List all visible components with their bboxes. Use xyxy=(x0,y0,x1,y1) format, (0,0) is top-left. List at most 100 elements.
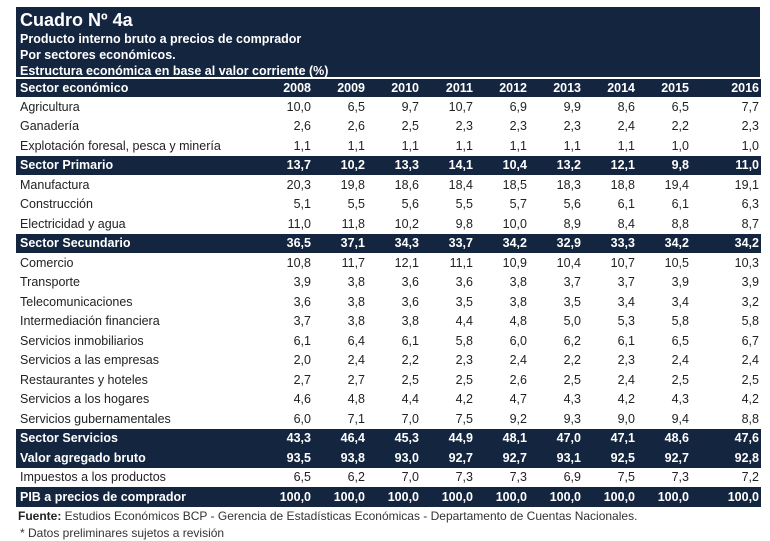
row-label: PIB a precios de comprador xyxy=(16,487,259,507)
table-row: Electricidad y agua 11,0 11,8 10,2 9,8 10,0 8,… xyxy=(16,214,761,234)
cell-value: 18,8 xyxy=(610,177,635,192)
cell-value: 2,4 xyxy=(671,353,689,368)
cell-value: 7,3 xyxy=(455,470,473,485)
cell-value: 1,1 xyxy=(509,138,527,153)
column-header-year: 2010 xyxy=(367,79,421,97)
cell-value: 37,1 xyxy=(313,233,367,253)
row-label: Servicios a las empresas xyxy=(20,353,159,368)
cell-value: 6,1 xyxy=(617,197,635,212)
cell-value: 2,7 xyxy=(347,372,365,387)
cell-value: 34,3 xyxy=(367,233,421,253)
cell-value: 1,1 xyxy=(617,138,635,153)
cell-value: 2,5 xyxy=(563,372,581,387)
cell-value: 6,4 xyxy=(347,333,365,348)
cell-value: 3,7 xyxy=(293,314,311,329)
cell-value: 7,0 xyxy=(401,470,419,485)
cell-value: 8,8 xyxy=(741,411,759,426)
cell-value: 2,6 xyxy=(293,119,311,134)
cell-value: 18,4 xyxy=(448,177,473,192)
cell-value: 8,8 xyxy=(671,216,689,231)
cell-value: 3,8 xyxy=(347,294,365,309)
cell-value: 2,4 xyxy=(617,372,635,387)
cell-value: 4,6 xyxy=(293,392,311,407)
column-header-sector: Sector económico xyxy=(16,79,259,97)
row-label: Comercio xyxy=(20,255,74,270)
column-header-year: 2014 xyxy=(583,79,637,97)
cell-value: 6,1 xyxy=(401,333,419,348)
cell-value: 10,8 xyxy=(286,255,311,270)
cell-value: 3,9 xyxy=(293,275,311,290)
table-row: Telecomunicaciones 3,6 3,8 3,6 3,5 3,8 3,5 3,4 3… xyxy=(16,292,761,312)
row-label: Sector Servicios xyxy=(16,428,259,448)
cell-value: 100,0 xyxy=(313,487,367,507)
cell-value: 10,9 xyxy=(502,255,527,270)
cell-value: 100,0 xyxy=(367,487,421,507)
cell-value: 18,6 xyxy=(394,177,419,192)
column-header-year: 2011 xyxy=(421,79,475,97)
cell-value: 5,8 xyxy=(741,314,759,329)
footnote: * Datos preliminares sujetos a revisión xyxy=(20,526,225,540)
cell-value: 7,2 xyxy=(741,470,759,485)
cell-value: 3,5 xyxy=(563,294,581,309)
table-title: Cuadro Nº 4a xyxy=(20,10,133,30)
cell-value: 5,5 xyxy=(455,197,473,212)
cell-value: 2,4 xyxy=(741,353,759,368)
cell-value: 3,5 xyxy=(455,294,473,309)
cell-value: 6,2 xyxy=(347,470,365,485)
source-label: Fuente: xyxy=(18,509,62,523)
cell-value: 46,4 xyxy=(313,428,367,448)
source-text: Estudios Económicos BCP - Gerencia de Es… xyxy=(61,509,638,523)
cell-value: 13,7 xyxy=(259,155,313,175)
row-label: Electricidad y agua xyxy=(20,216,126,231)
cell-value: 8,6 xyxy=(617,99,635,114)
cell-value: 47,6 xyxy=(691,428,761,448)
cell-value: 19,8 xyxy=(340,177,365,192)
cell-value: 2,3 xyxy=(509,119,527,134)
row-label: Construcción xyxy=(20,197,93,212)
cell-value: 92,7 xyxy=(421,448,475,468)
cell-value: 47,1 xyxy=(583,428,637,448)
cell-value: 92,7 xyxy=(637,448,691,468)
cell-value: 93,8 xyxy=(313,448,367,468)
cell-value: 9,8 xyxy=(455,216,473,231)
cell-value: 6,0 xyxy=(293,411,311,426)
cell-value: 10,4 xyxy=(475,155,529,175)
cell-value: 9,7 xyxy=(401,99,419,114)
cell-value: 10,4 xyxy=(556,255,581,270)
row-label: Intermediación financiera xyxy=(20,314,160,329)
cell-value: 2,2 xyxy=(401,353,419,368)
cell-value: 2,4 xyxy=(617,119,635,134)
table-row: Intermediación financiera 3,7 3,8 3,8 4,4 4,8… xyxy=(16,312,761,332)
cell-value: 100,0 xyxy=(691,487,761,507)
cell-value: 100,0 xyxy=(637,487,691,507)
total-row: PIB a precios de comprador 100,0 100,0 100,… xyxy=(16,487,761,507)
cell-value: 6,1 xyxy=(671,197,689,212)
total-row: Sector Servicios 43,3 46,4 45,3 44,9 48,1 47,0… xyxy=(16,428,761,448)
cell-value: 32,9 xyxy=(529,233,583,253)
cell-value: 92,8 xyxy=(691,448,761,468)
cell-value: 9,9 xyxy=(563,99,581,114)
cell-value: 11,7 xyxy=(341,255,365,270)
cell-value: 7,5 xyxy=(455,411,473,426)
cell-value: 8,9 xyxy=(563,216,581,231)
cell-value: 2,3 xyxy=(455,119,473,134)
cell-value: 6,1 xyxy=(293,333,311,348)
cell-value: 5,8 xyxy=(455,333,473,348)
row-label: Impuestos a los productos xyxy=(20,470,166,485)
cell-value: 34,2 xyxy=(691,233,761,253)
cell-value: 7,7 xyxy=(741,99,759,114)
cell-value: 7,1 xyxy=(347,411,365,426)
cell-value: 2,5 xyxy=(401,119,419,134)
cell-value: 7,3 xyxy=(671,470,689,485)
column-header-year: 2008 xyxy=(259,79,313,97)
cell-value: 18,5 xyxy=(502,177,527,192)
cell-value: 2,5 xyxy=(741,372,759,387)
cell-value: 4,7 xyxy=(509,392,527,407)
cell-value: 3,2 xyxy=(741,294,759,309)
table-row: Agricultura 10,0 6,5 9,7 10,7 6,9 9,9 8,6 6,5 7,7 xyxy=(16,97,761,117)
cell-value: 3,8 xyxy=(509,275,527,290)
cell-value: 6,5 xyxy=(347,99,365,114)
cell-value: 5,8 xyxy=(671,314,689,329)
cell-value: 44,9 xyxy=(421,428,475,448)
cell-value: 10,0 xyxy=(286,99,311,114)
